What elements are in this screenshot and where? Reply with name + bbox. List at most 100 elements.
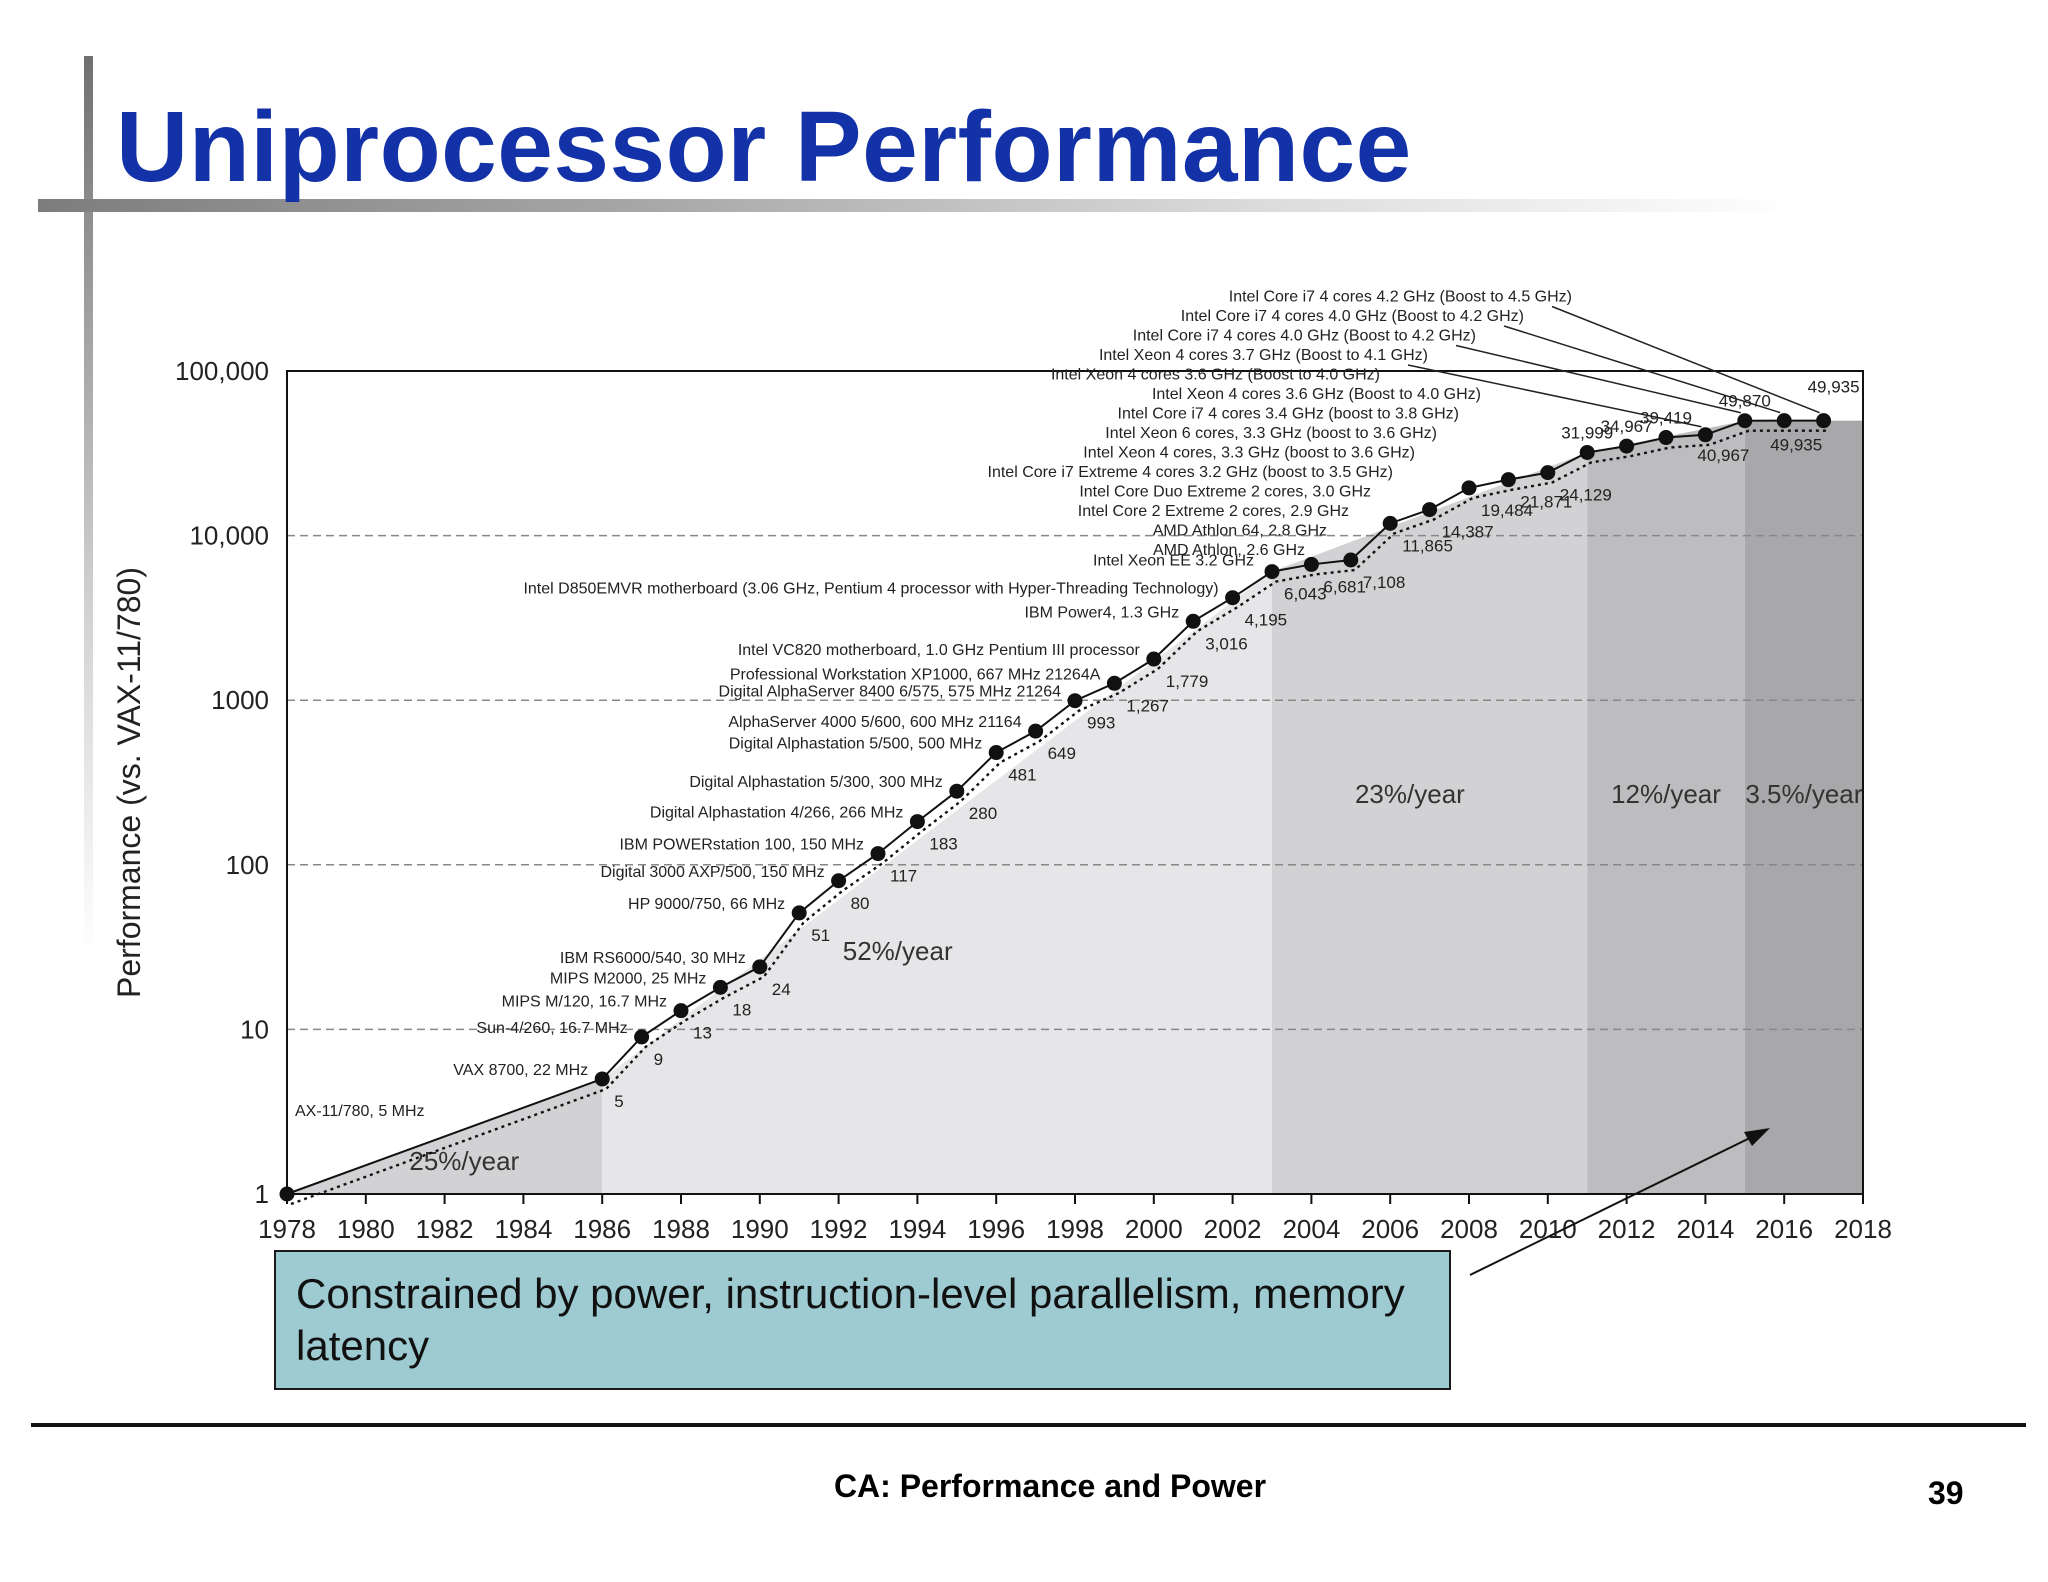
data-point — [1264, 564, 1280, 580]
x-tick-label: 1980 — [337, 1214, 395, 1244]
footer-title: CA: Performance and Power — [833, 1468, 1267, 1504]
x-tick-label: 1986 — [573, 1214, 631, 1244]
data-point — [1422, 502, 1438, 518]
growth-region-3 — [1272, 452, 1588, 1194]
processor-label: AlphaServer 4000 5/600, 600 MHz 21164 — [728, 714, 1021, 731]
processor-label: Digital Alphastation 5/300, 300 MHz — [689, 774, 942, 791]
growth-rate-label: 12%/year — [1611, 779, 1721, 809]
annotations — [1469, 1128, 1770, 1276]
processor-label: Intel Core i7 4 cores 4.0 GHz (Boost to … — [1181, 308, 1524, 325]
data-point — [831, 873, 847, 889]
x-tick-label: 1992 — [810, 1214, 868, 1244]
processor-label: Intel VC820 motherboard, 1.0 GHz Pentium… — [738, 642, 1141, 659]
y-axis-label: Performance (vs. VAX-11/780) — [111, 567, 147, 998]
y-tick-label: 1 — [255, 1179, 269, 1209]
x-tick-label: 1988 — [652, 1214, 710, 1244]
value-label: 993 — [1087, 714, 1115, 733]
data-point — [1619, 438, 1635, 454]
value-label: 649 — [1048, 744, 1076, 763]
page-number: 39 — [1928, 1475, 1964, 1511]
processor-label: Intel Xeon 4 cores 3.6 GHz (Boost to 4.0… — [1051, 367, 1380, 384]
growth-region-2 — [602, 571, 1272, 1194]
data-point — [1540, 465, 1556, 481]
processor-label: AX-11/780, 5 MHz — [295, 1103, 425, 1120]
data-point — [1658, 430, 1674, 446]
processor-label: Digital AlphaServer 8400 6/575, 575 MHz … — [719, 684, 1062, 701]
value-label: 49,935 — [1770, 436, 1822, 455]
data-point — [1067, 693, 1083, 709]
title-vertical-rule — [84, 56, 93, 956]
data-point — [1028, 723, 1044, 739]
data-point — [594, 1071, 610, 1087]
value-label: 21,871 — [1520, 493, 1572, 512]
x-tick-label: 2006 — [1361, 1214, 1419, 1244]
value-label: 24 — [772, 980, 791, 999]
processor-label: AMD Athlon, 2.6 GHz — [1153, 542, 1305, 559]
value-label: 11,865 — [1402, 536, 1453, 555]
value-label: 5 — [614, 1092, 623, 1111]
data-point — [279, 1186, 295, 1202]
callout-arrowhead — [1744, 1128, 1770, 1146]
processor-label: HP 9000/750, 66 MHz — [628, 896, 785, 913]
processor-label: Intel Core i7 Extreme 4 cores 3.2 GHz (b… — [988, 464, 1394, 481]
x-tick-label: 2002 — [1204, 1214, 1262, 1244]
point-labels: AX-11/780, 5 MHz 5 VAX 8700, 22 MHz 9 Sun-4/… — [295, 289, 1860, 1121]
leader-line — [1407, 364, 1702, 428]
processor-label: IBM POWERstation 100, 150 MHz — [619, 837, 864, 854]
leader-line — [1503, 325, 1781, 414]
growth-region-5 — [1744, 420, 1863, 1194]
leader-line — [1455, 344, 1741, 414]
data-point — [712, 979, 728, 995]
callout-arrow-line — [1469, 1133, 1759, 1276]
y-tick-label: 10 — [240, 1014, 269, 1044]
value-label: 13 — [693, 1024, 712, 1043]
axes — [286, 370, 1864, 1204]
growth-rate-label: 25%/year — [409, 1146, 519, 1176]
processor-label: Intel Core i7 4 cores 4.2 GHz (Boost to … — [1229, 289, 1572, 306]
data-point — [1461, 480, 1477, 496]
data-point — [1697, 427, 1713, 443]
data-point — [949, 783, 965, 799]
data-point — [1343, 552, 1359, 568]
processor-label: Intel D850EMVR motherboard (3.06 GHz, Pe… — [523, 581, 1218, 598]
x-tick-label: 2000 — [1125, 1214, 1183, 1244]
value-label: 4,195 — [1245, 611, 1288, 630]
data-point — [1500, 472, 1516, 488]
x-tick-label: 2014 — [1676, 1214, 1734, 1244]
data-point — [1303, 556, 1319, 572]
data-point — [870, 846, 886, 862]
data-point — [1185, 613, 1201, 629]
x-tick-label: 1984 — [494, 1214, 552, 1244]
processor-label: Intel Core 2 Extreme 2 cores, 2.9 GHz — [1078, 503, 1349, 520]
value-label: 34,967 — [1601, 417, 1653, 436]
value-label: 7,108 — [1363, 573, 1406, 592]
x-tick-label: 2018 — [1834, 1214, 1892, 1244]
x-tick-label: 1998 — [1046, 1214, 1104, 1244]
y-tick-label: 100 — [226, 850, 269, 880]
trend-dotted-line — [290, 429, 1828, 1206]
data-point — [1106, 675, 1122, 691]
processor-label: Professional Workstation XP1000, 667 MHz… — [730, 666, 1101, 683]
processor-label: Intel Xeon 4 cores 3.6 GHz (Boost to 4.0… — [1152, 386, 1481, 403]
processor-label: MIPS M2000, 25 MHz — [550, 970, 707, 987]
value-label: 1,267 — [1126, 696, 1169, 715]
data-points — [279, 413, 1832, 1202]
callout-box: Constrained by power, instruction-level … — [274, 1250, 1451, 1390]
processor-label: Intel Core i7 4 cores 3.4 GHz (boost to … — [1118, 406, 1459, 423]
x-tick-label: 2010 — [1519, 1214, 1577, 1244]
y-tick-label: 100,000 — [175, 356, 269, 386]
data-point — [791, 905, 807, 921]
data-point — [1737, 413, 1753, 429]
page-title: Uniprocessor Performance — [116, 91, 1412, 203]
value-label: 6,043 — [1284, 585, 1327, 604]
value-label: 49,935 — [1808, 378, 1860, 397]
data-point — [1146, 651, 1162, 667]
processor-label: Digital 3000 AXP/500, 150 MHz — [600, 864, 824, 881]
y-tick-label: 1000 — [211, 685, 269, 715]
value-label: 481 — [1008, 766, 1036, 785]
processor-label: Intel Core i7 4 cores 4.0 GHz (Boost to … — [1133, 328, 1476, 345]
data-point — [1382, 515, 1398, 531]
x-tick-label: 2016 — [1755, 1214, 1813, 1244]
processor-label: VAX 8700, 22 MHz — [453, 1062, 588, 1079]
